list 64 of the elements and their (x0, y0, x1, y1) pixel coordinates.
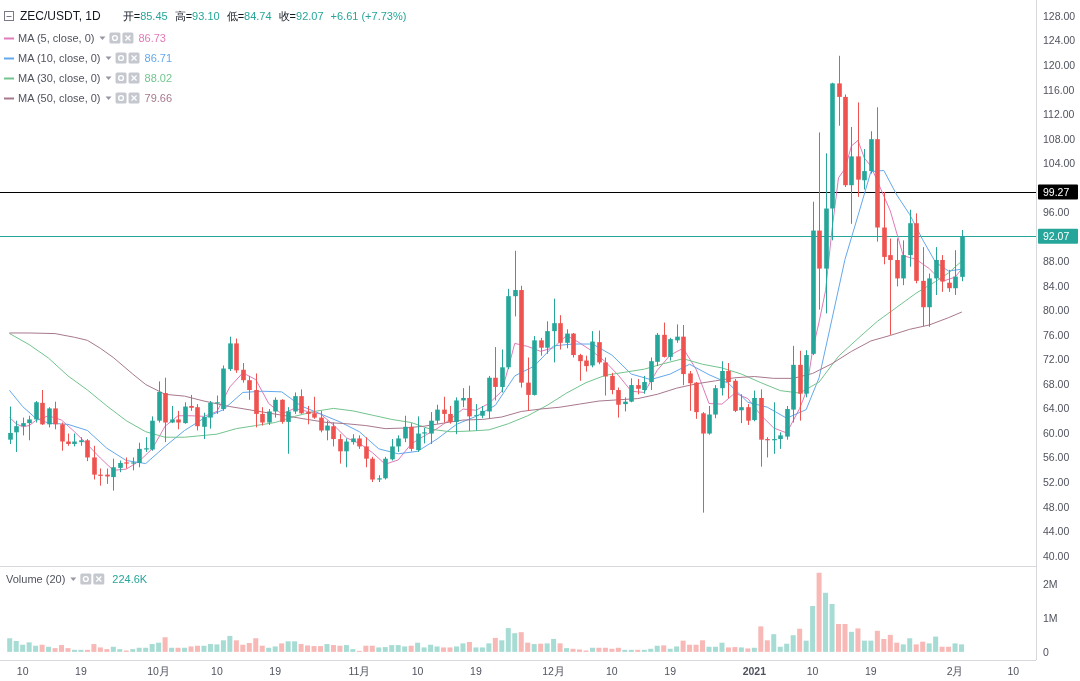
y-tick-label: 124.00 (1043, 34, 1076, 47)
text: Volume (20) (6, 573, 66, 585)
x-tick-label: 10 (16, 665, 29, 677)
annotation: 88.02 (144, 72, 173, 84)
ref-line-label: 92.07 (1043, 230, 1070, 243)
x-tick-label: 19 (865, 665, 877, 677)
y-tick-label: 120.00 (1043, 59, 1076, 71)
x-tick-label: 19 (269, 665, 282, 677)
ref-label: 92.07 (1038, 228, 1078, 244)
y-tick-label: 52.00 (1043, 475, 1070, 488)
annotation: 86.73 (138, 32, 166, 44)
x-tick-label: 12月 (542, 665, 565, 677)
y-tick-label: 64.00 (1043, 402, 1070, 415)
x-tick-label: 19 (75, 665, 87, 677)
y-tick-label: 0 (1043, 645, 1049, 658)
x-tick-label: 10 (806, 665, 819, 677)
y-tick-label: 68.00 (1043, 377, 1070, 390)
y-tick-label: 96.00 (1043, 206, 1070, 219)
y-tick-label: 60.00 (1043, 426, 1070, 439)
x-tick-label: 10月 (147, 665, 170, 677)
y-tick-label: 128.00 (1043, 9, 1076, 22)
annotation: 收=92.07 (278, 10, 324, 22)
legend-item: MA (5, close, 0) 86.73 (3, 32, 166, 44)
y-tick-label: 76.00 (1043, 328, 1070, 341)
x-tick-label: 2月 (946, 665, 964, 677)
ref-line-label: 99.27 (1043, 186, 1070, 199)
x-tick-label: 10 (211, 665, 223, 677)
legend-label: MA (5, close, 0) (18, 32, 95, 44)
y-tick-label: 56.00 (1043, 451, 1070, 464)
x-tick-label: 11月 (348, 665, 371, 677)
x-tick-label: 19 (664, 665, 677, 677)
x-tick-label: 10 (411, 665, 424, 677)
y-tick-label: 48.00 (1043, 500, 1070, 513)
legend-label: MA (10, close, 0) (18, 52, 101, 64)
y-tick-label: 72.00 (1043, 353, 1070, 366)
legend-label: MA (50, close, 0) (18, 92, 101, 104)
y-tick-label: 44.00 (1043, 525, 1070, 538)
y-tick-label: 116.00 (1043, 83, 1075, 96)
legend-label: MA (30, close, 0) (18, 72, 101, 84)
y-tick-label: 80.00 (1043, 304, 1070, 317)
annotation: 低=84.74 (226, 10, 272, 22)
annotation: 开=85.45 (122, 10, 168, 22)
annotation: +6.61 (+7.73%) (330, 10, 407, 22)
ref-label: 99.27 (1038, 184, 1078, 200)
legend-item: MA (50, close, 0) 79.66 (3, 92, 173, 104)
legend-item: MA (30, close, 0) 88.02 (3, 72, 173, 84)
y-tick-label: 40.00 (1043, 549, 1070, 562)
y-tick-label: 104.00 (1043, 157, 1076, 170)
annotation: 86.71 (144, 52, 173, 64)
x-tick-label: 2021 (742, 665, 767, 677)
y-tick-label: 112.00 (1043, 108, 1075, 121)
annotation: 224.6K (112, 573, 148, 585)
annotation: 高=93.10 (174, 10, 220, 22)
x-tick-label: 19 (470, 665, 482, 677)
annotation: 79.66 (144, 92, 173, 104)
y-tick-label: 84.00 (1043, 279, 1070, 292)
y-tick-label: 88.00 (1043, 255, 1070, 268)
text: ZEC/USDT, 1D (20, 9, 102, 23)
x-tick-label: 10 (1007, 665, 1020, 677)
y-tick-label: 2M (1043, 577, 1058, 590)
x-tick-label: 10 (606, 665, 618, 677)
y-tick-label: 108.00 (1043, 132, 1076, 145)
legend-item: MA (10, close, 0) 86.71 (3, 52, 173, 64)
y-tick-label: 1M (1043, 611, 1058, 624)
